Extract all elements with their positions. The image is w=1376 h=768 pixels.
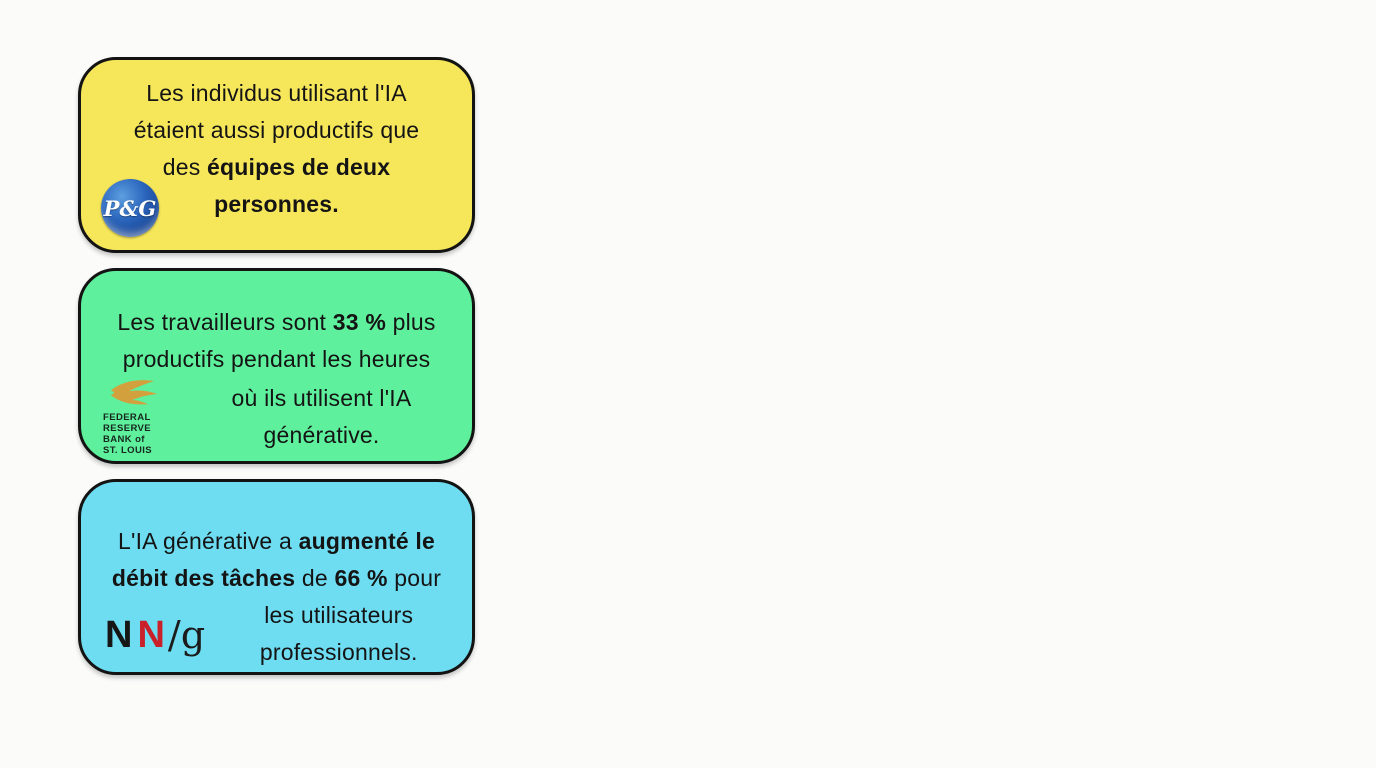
stat-text-line: Les individus utilisant l'IA <box>146 80 407 106</box>
stat-text-line: débit des tâches de 66 % pour <box>111 565 442 591</box>
nng-logo-n-red: N <box>137 614 165 656</box>
stat-text-line: les utilisateurs <box>264 602 414 628</box>
stat-text-line: Les travailleurs sont 33 % plus <box>117 309 436 335</box>
stat-text-line: productifs pendant les heures <box>122 346 431 372</box>
stat-card-pg: Les individus utilisant l'IA étaient aus… <box>78 57 475 253</box>
stat-text-line: des équipes de deux <box>162 154 391 180</box>
stat-card-nng: L'IA générative a augmenté le débit des … <box>78 479 475 675</box>
pg-logo-icon: P&G <box>101 179 159 237</box>
stat-text-line: L'IA générative a augmenté le <box>117 528 436 554</box>
stat-text-line: professionnels. <box>259 639 418 665</box>
stat-text-line: où ils utilisent l'IA <box>231 385 412 411</box>
nng-logo-slash-g: /g <box>167 613 206 657</box>
federal-reserve-logo: FEDERAL RESERVE BANK of ST. LOUIS <box>103 378 171 456</box>
stat-text-line: étaient aussi productifs que <box>133 117 420 143</box>
eagle-icon <box>110 380 158 405</box>
federal-reserve-logo-text: FEDERAL RESERVE BANK of ST. LOUIS <box>103 412 152 456</box>
stat-card-federal-reserve: Les travailleurs sont 33 % plus producti… <box>78 268 475 464</box>
nng-logo: N N /g <box>105 614 205 654</box>
nng-logo-n-black: N <box>105 614 133 656</box>
stat-text-line: personnes. <box>214 191 339 217</box>
stat-text-line: générative. <box>263 422 380 448</box>
pg-logo-text: P&G <box>103 195 157 221</box>
